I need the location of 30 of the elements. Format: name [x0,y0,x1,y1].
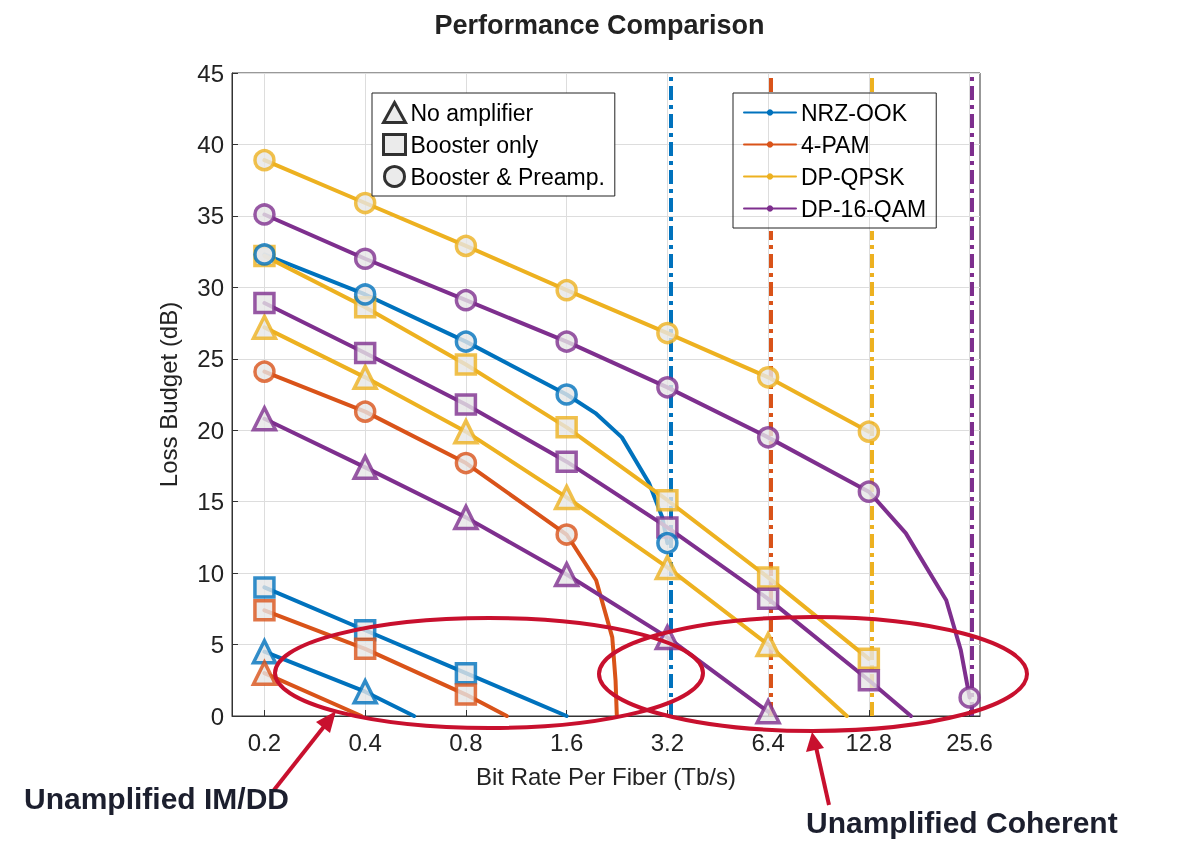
text: Unamplified Coherent [806,806,1118,840]
y-tick-label: 25 [197,345,224,373]
legend-label: DP-16-QAM [801,195,927,222]
y-tick-label: 45 [197,59,224,87]
legend-label: Booster only [410,131,539,158]
x-tick-label: 12.8 [845,728,893,756]
chart-title: Performance Comparison [434,9,765,40]
x-tick-label: 1.6 [549,728,584,756]
legend-label: No amplifier [410,99,534,126]
y-tick-label: 15 [197,488,224,516]
y-tick-label: 30 [197,273,224,301]
x-tick-label: 0.8 [449,728,483,756]
x-tick-label: 0.2 [247,728,282,756]
x-tick-label: 6.4 [751,728,785,756]
y-tick-label: 0 [210,702,224,730]
legend-label: NRZ-OOK [801,99,908,126]
y-tick-label: 20 [197,416,224,444]
y-axis-title: Loss Budget (dB) [154,301,182,488]
y-tick-label: 5 [210,631,224,659]
x-axis-title: Bit Rate Per Fiber (Tb/s) [475,762,737,790]
y-tick-label: 40 [197,130,224,158]
x-tick-label: 25.6 [946,728,993,756]
legend-label: DP-QPSK [801,163,906,190]
x-tick-label: 0.4 [348,728,382,756]
y-tick-label: 35 [197,202,224,230]
x-tick-label: 3.2 [650,728,685,756]
text: Unamplified IM/DD [24,782,290,816]
legend-label: 4-PAM [801,131,870,158]
legend-label: Booster & Preamp. [410,163,605,190]
y-tick-label: 10 [197,559,224,587]
